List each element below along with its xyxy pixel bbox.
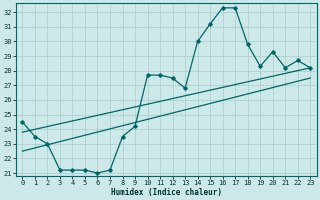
X-axis label: Humidex (Indice chaleur): Humidex (Indice chaleur) [111, 188, 222, 197]
